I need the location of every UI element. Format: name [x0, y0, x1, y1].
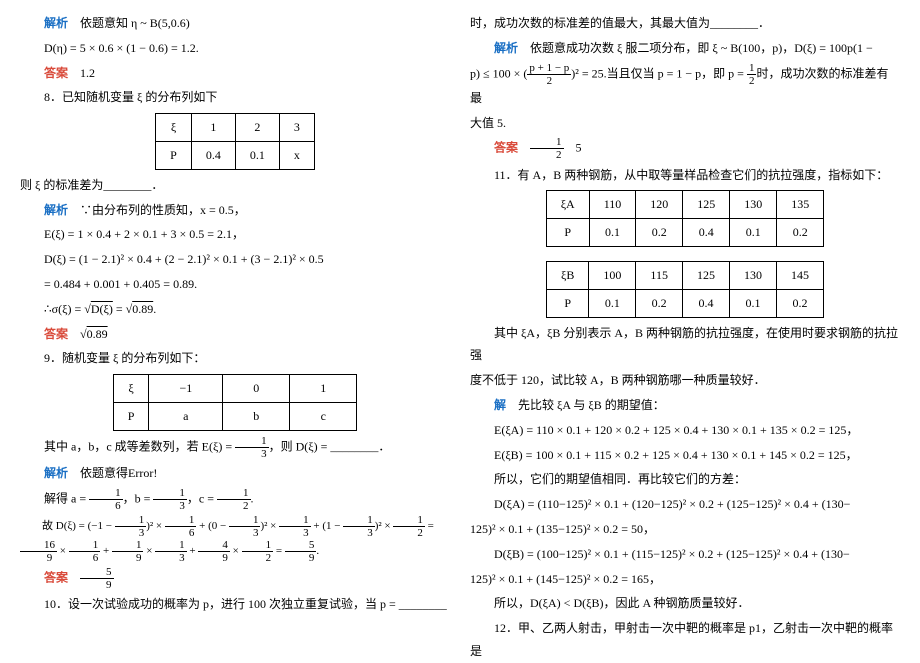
text: 解得 a = [44, 491, 89, 505]
text: 则 ξ 的标准差为________． [20, 178, 163, 192]
solve-label: 解 [494, 398, 506, 412]
cell: 1 [290, 375, 357, 403]
text: E(ξB) = 100 × 0.1 + 115 × 0.2 + 125 × 0.… [494, 448, 858, 462]
cell: 1 [191, 114, 235, 142]
text: D(ξ) = (1 − 2.1)² × 0.4 + (2 − 2.1)² × 0… [44, 252, 324, 266]
cell: 145 [776, 261, 823, 289]
cell: 125 [683, 191, 730, 219]
text: D(ξA) = (110−125)² × 0.1 + (120−125)² × … [494, 497, 850, 511]
text: 9．随机变量 ξ 的分布列如下： [44, 351, 205, 365]
cell: 120 [636, 191, 683, 219]
cell: −1 [149, 375, 223, 403]
right-column: 时，成功次数的标准差的值最大，其最大值为________． 解析 依题意成功次数… [460, 0, 920, 651]
cell: 0.1 [589, 219, 636, 247]
answer-label: 答案 [44, 66, 68, 80]
answer-label: 答案 [44, 571, 68, 585]
text: = [113, 302, 126, 316]
cell: 135 [777, 191, 824, 219]
cell: x [279, 141, 314, 169]
text: 依题意成功次数 ξ 服二项分布，即 ξ ~ B(100，p)，D(ξ) = 10… [530, 41, 873, 55]
text: D(ξB) = (100−125)² × 0.1 + (115−125)² × … [494, 547, 850, 561]
analysis-label: 解析 [44, 16, 68, 30]
cell: 130 [729, 261, 776, 289]
cell: a [149, 402, 223, 430]
text: ，则 D(ξ) = ________． [269, 439, 391, 453]
cell: 0.2 [636, 289, 683, 317]
text: 依题意得Error! [80, 466, 157, 480]
cell: 0.2 [636, 219, 683, 247]
text: 0.89 [87, 327, 108, 341]
cell: 0.4 [683, 219, 730, 247]
steel-table-b: ξB100115125130145 P0.10.20.40.10.2 [546, 261, 824, 318]
text: ，b = [123, 491, 154, 505]
text: 1.2 [80, 66, 95, 80]
cell: 0.1 [729, 289, 776, 317]
text: 度不低于 120，试比较 A，B 两种钢筋哪一种质量较好． [470, 373, 766, 387]
analysis-label: 解析 [44, 203, 68, 217]
text: 所以，它们的期望值相同．再比较它们的方差： [494, 472, 746, 486]
text: 大值 5. [470, 116, 506, 130]
cell: 0.4 [682, 289, 729, 317]
text: ∴σ(ξ) = [44, 302, 84, 316]
cell: 110 [589, 191, 636, 219]
text: 12．甲、乙两人射击，甲射击一次中靶的概率是 p1，乙射击一次中靶的概率是 [470, 621, 893, 658]
cell: b [223, 402, 290, 430]
text: 8．已知随机变量 ξ 的分布列如下 [44, 90, 217, 104]
text: 5 [576, 141, 582, 155]
cell: ξ [113, 375, 149, 403]
cell: ξB [547, 261, 589, 289]
cell: P [156, 141, 192, 169]
cell: ξ [156, 114, 192, 142]
distribution-table-2: ξ−101 Pabc [113, 374, 357, 431]
cell: 100 [589, 261, 636, 289]
cell: c [290, 402, 357, 430]
answer-label: 答案 [44, 327, 68, 341]
cell: 3 [279, 114, 314, 142]
text: p) ≤ 100 × ( [470, 66, 527, 80]
text: E(ξ) = 1 × 0.4 + 2 × 0.1 + 3 × 0.5 = 2.1… [44, 227, 244, 241]
analysis-label: 解析 [44, 466, 68, 480]
steel-table-a: ξA110120125130135 P0.10.20.40.10.2 [546, 190, 825, 247]
analysis-label: 解析 [494, 41, 518, 55]
cell: 2 [235, 114, 279, 142]
text: 时，成功次数的标准差的值最大，其最大值为________． [470, 16, 770, 30]
cell: 0.1 [589, 289, 636, 317]
answer-label: 答案 [494, 141, 518, 155]
cell: 125 [682, 261, 729, 289]
text: 其中 ξA，ξB 分别表示 A，B 两种钢筋的抗拉强度，在使用时要求钢筋的抗拉强 [470, 326, 898, 363]
text: )² = 25.当且仅当 p = 1 − p，即 p = [571, 66, 747, 80]
text: 所以，D(ξA) < D(ξB)，因此 A 种钢筋质量较好． [494, 596, 749, 610]
text: = 0.484 + 0.001 + 0.405 = 0.89. [44, 277, 197, 291]
distribution-table-1: ξ123 P0.40.1x [155, 113, 315, 170]
cell: 0.1 [730, 219, 777, 247]
cell: P [113, 402, 149, 430]
text: D(η) = 5 × 0.6 × (1 − 0.6) = 1.2. [44, 41, 199, 55]
cell: 0 [223, 375, 290, 403]
cell: 0.1 [235, 141, 279, 169]
text: 125)² × 0.1 + (135−125)² × 0.2 = 50， [470, 522, 655, 536]
cell: 0.4 [191, 141, 235, 169]
cell: P [547, 289, 589, 317]
left-column: 解析 依题意知 η ~ B(5,0.6) D(η) = 5 × 0.6 × (1… [0, 0, 460, 651]
text: 11．有 A，B 两种钢筋，从中取等量样品检查它们的抗拉强度，指标如下： [494, 168, 888, 182]
cell: ξA [546, 191, 589, 219]
text: . [251, 491, 254, 505]
text: ∵由分布列的性质知，x = 0.5， [80, 203, 246, 217]
cell: 0.2 [776, 289, 823, 317]
cell: 115 [636, 261, 683, 289]
cell: P [546, 219, 589, 247]
text: 依题意知 η ~ B(5,0.6) [80, 16, 190, 30]
text: E(ξA) = 110 × 0.1 + 120 × 0.2 + 125 × 0.… [494, 423, 858, 437]
text: ，c = [187, 491, 217, 505]
text: 先比较 ξA 与 ξB 的期望值： [518, 398, 665, 412]
text: 125)² × 0.1 + (145−125)² × 0.2 = 165， [470, 572, 661, 586]
cell: 130 [730, 191, 777, 219]
text: 10．设一次试验成功的概率为 p，进行 100 次独立重复试验，当 p = __… [44, 597, 447, 611]
cell: 0.2 [777, 219, 824, 247]
text: 其中 a，b，c 成等差数列，若 E(ξ) = [44, 439, 235, 453]
